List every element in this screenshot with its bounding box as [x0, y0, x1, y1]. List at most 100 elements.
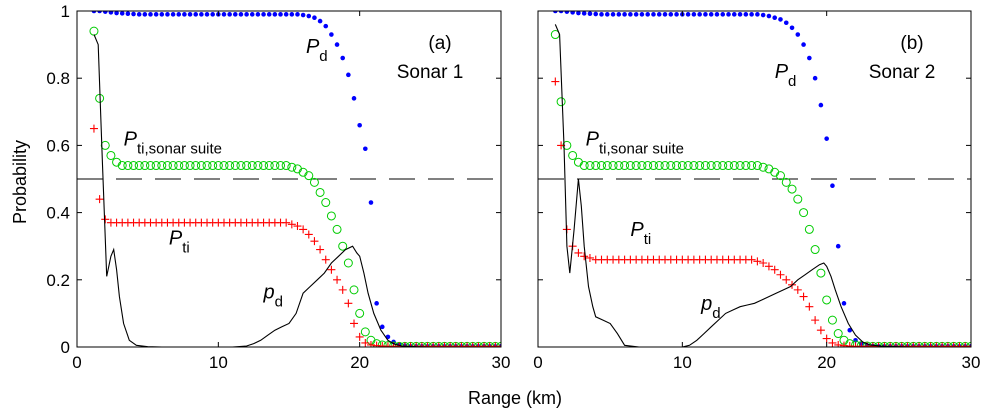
point-pti-suite — [712, 161, 722, 171]
y-tick-label: 1 — [61, 2, 70, 21]
panel-b-sonar-label: Sonar 2 — [869, 62, 936, 83]
curve-label-main: p — [263, 281, 275, 303]
point-pti-suite — [654, 161, 664, 171]
x-tick-label: 20 — [350, 353, 369, 372]
point-pti — [799, 292, 808, 301]
point-pti-suite — [179, 161, 189, 171]
point-pd — [703, 12, 708, 17]
point-pd — [283, 12, 289, 17]
point-pti-suite — [793, 194, 803, 204]
point-pd — [691, 12, 697, 17]
point-pd — [570, 11, 575, 15]
curve-label-sub: d — [319, 48, 327, 65]
point-pti — [828, 338, 837, 347]
point-pd — [662, 12, 668, 17]
point-pti — [344, 299, 353, 308]
point-pti-suite — [660, 161, 670, 171]
series-pd-line — [93, 34, 501, 347]
point-pti-suite — [597, 161, 607, 171]
point-pd — [633, 12, 639, 17]
axes-frame — [76, 10, 502, 348]
point-pti-suite — [781, 177, 791, 187]
point-pti-suite — [134, 161, 144, 171]
point-pd — [323, 23, 329, 29]
point-pd — [731, 12, 737, 17]
point-pti-suite — [608, 161, 618, 171]
point-pd — [674, 12, 679, 17]
point-pti-suite — [752, 161, 762, 171]
point-pti — [355, 332, 364, 341]
curve-label-sub: ti — [644, 231, 652, 248]
curve-label: Pti — [630, 219, 651, 248]
point-pd — [645, 12, 650, 17]
point-pti-suite — [213, 161, 223, 171]
point-pd — [131, 11, 136, 17]
point-pti — [338, 285, 347, 294]
point-pd — [182, 12, 187, 17]
point-pd — [334, 42, 340, 47]
point-pti — [782, 275, 791, 284]
point-pd — [306, 13, 312, 19]
point-pti-suite — [140, 161, 150, 171]
point-pti-suite — [700, 161, 710, 171]
point-pd — [853, 337, 858, 343]
point-pti-suite — [270, 161, 280, 171]
curve-label: Pti — [169, 228, 190, 257]
point-pti-suite — [643, 161, 653, 171]
point-pti-suite — [162, 161, 172, 171]
point-pd — [165, 12, 170, 17]
point-pti-suite — [151, 161, 161, 171]
point-pti — [282, 218, 291, 227]
point-pti-suite — [117, 161, 127, 171]
point-pd — [153, 12, 159, 17]
point-pti-suite — [568, 150, 578, 160]
point-pti-suite — [648, 161, 658, 171]
curve-label-main: p — [700, 293, 712, 315]
point-pd — [249, 12, 255, 17]
point-pd — [841, 301, 847, 306]
point-pti-suite — [219, 161, 229, 171]
point-pd — [778, 17, 783, 22]
point-pd — [708, 12, 714, 17]
panel-a: (a) Sonar 1 0 10 20 3000.20.40.60.81PdPti,s… — [46, 2, 510, 372]
point-pti-suite — [157, 161, 167, 171]
point-pti-suite — [799, 208, 809, 218]
curve-label: Pti,sonar suite — [586, 128, 684, 157]
point-pti — [816, 326, 825, 335]
y-axis-label: Probability — [10, 140, 30, 224]
point-pd — [766, 13, 772, 19]
point-pd — [720, 12, 726, 17]
point-pti-suite — [827, 315, 837, 325]
point-pti — [805, 302, 814, 311]
point-pd — [755, 12, 760, 17]
curve-label-main: P — [169, 228, 183, 250]
point-pti — [361, 338, 370, 347]
point-pti — [316, 245, 325, 254]
point-pd — [261, 12, 266, 17]
point-pti-suite — [585, 161, 595, 171]
point-pti-suite — [338, 241, 348, 251]
curve-label-sub: d — [712, 305, 720, 322]
point-pti — [293, 222, 302, 231]
point-pti-suite — [281, 161, 291, 171]
point-pd — [847, 327, 853, 333]
point-pti-suite — [787, 184, 797, 194]
point-pti-suite — [242, 161, 252, 171]
point-pti — [759, 259, 768, 267]
point-pti — [350, 319, 359, 328]
point-pti-suite — [253, 161, 263, 171]
panel-b-label: (b) — [900, 33, 923, 54]
point-pd — [628, 12, 633, 17]
point-pti-suite — [816, 268, 826, 278]
point-pd — [737, 12, 743, 17]
point-pd — [142, 12, 148, 17]
point-pd — [379, 324, 385, 330]
series-pd-line — [554, 24, 971, 347]
point-pti — [834, 340, 843, 347]
point-pd — [176, 12, 182, 17]
y-tick-label: 0.2 — [46, 271, 70, 290]
point-pd — [199, 12, 204, 17]
point-pti-suite — [225, 161, 235, 171]
point-pti-suite — [620, 161, 630, 171]
